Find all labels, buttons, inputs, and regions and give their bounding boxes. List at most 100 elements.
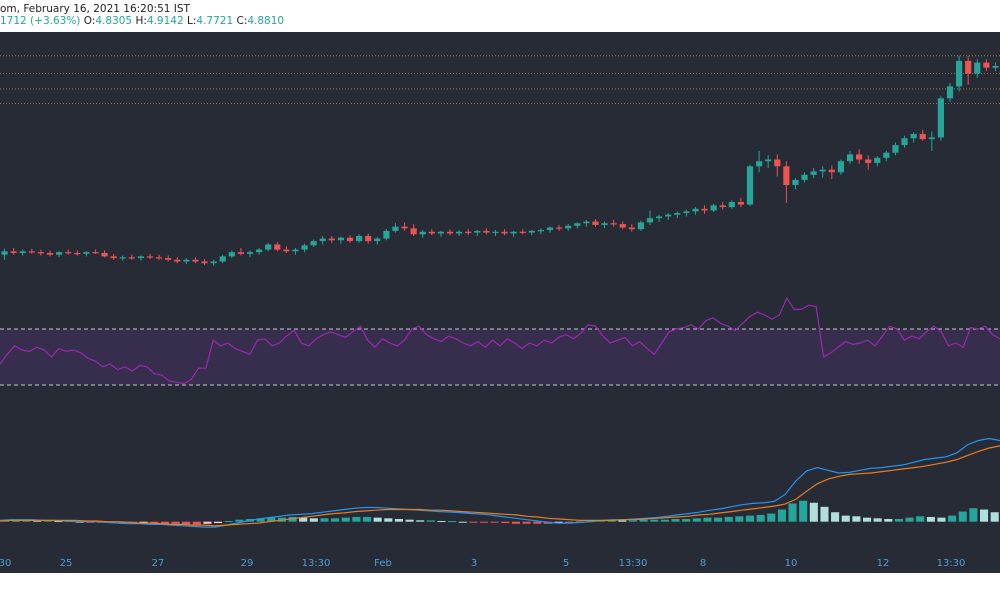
candle-body	[356, 236, 363, 242]
macd-histogram-bar	[820, 506, 829, 522]
macd-histogram-bar	[767, 513, 776, 522]
rsi-band	[0, 329, 1000, 385]
macd-histogram-bar	[501, 521, 510, 524]
candle-body	[719, 205, 726, 208]
x-tick-label: 3	[471, 558, 477, 569]
macd-histogram-bar	[554, 521, 563, 524]
macd-histogram-bar	[331, 518, 340, 522]
ohlc-readout: om, February 16, 2021 16:20:51 IST 1712 …	[0, 3, 284, 27]
candle-body	[419, 231, 426, 235]
candle-body	[19, 251, 26, 253]
macd-histogram-bar	[682, 519, 691, 522]
signal-line	[0, 445, 1000, 527]
candle-body	[992, 66, 999, 68]
macd-histogram-bar	[745, 515, 755, 522]
x-tick-label: 10	[785, 558, 798, 569]
candle-body	[1, 251, 8, 255]
chart-footer	[0, 573, 1000, 600]
macd-histogram-bar	[214, 521, 223, 524]
macd-histogram-bar	[33, 520, 42, 522]
candle-body	[346, 237, 354, 242]
candle-body	[537, 230, 544, 232]
trading-chart[interactable]: 30 25 27 29 13:30 Feb 3 5 13:30 8 10 12 13:30	[0, 32, 1000, 573]
candle-body	[292, 249, 299, 252]
macd-histogram-bar	[224, 521, 233, 523]
candle-body	[174, 259, 181, 262]
symbol-timestamp: om, February 16, 2021 16:20:51 IST	[0, 3, 190, 15]
candle-body	[710, 205, 717, 211]
rsi-line	[0, 296, 1000, 385]
candle-body	[856, 154, 863, 160]
candle-body	[101, 253, 108, 257]
candle-body	[610, 223, 617, 225]
rsi-panel	[0, 296, 1000, 386]
candle-body	[828, 169, 835, 173]
candle-body	[646, 218, 654, 223]
candle-body	[228, 252, 235, 257]
macd-histogram-bar	[192, 521, 201, 525]
macd-histogram-bar	[692, 518, 701, 522]
macd-histogram-bar	[160, 521, 169, 524]
candle-body	[746, 166, 754, 205]
macd-histogram-bar	[799, 500, 808, 522]
candle-body	[110, 256, 117, 259]
macd-histogram-bar	[831, 512, 840, 522]
candle-body	[192, 259, 199, 262]
candle-body	[119, 257, 126, 259]
candle-body	[310, 241, 317, 246]
candle-body	[256, 249, 263, 253]
candle-body	[928, 137, 935, 140]
x-tick-label: 13:30	[937, 558, 966, 569]
macd-histogram-bar	[458, 521, 467, 523]
candle-body	[446, 231, 454, 234]
macd-histogram-bar	[714, 517, 723, 522]
x-tick-label: 8	[700, 558, 706, 569]
candle-body	[156, 257, 163, 259]
candle-body	[628, 227, 635, 230]
macd-panel	[0, 437, 1000, 528]
candle-body	[74, 253, 81, 255]
candle-body	[374, 238, 381, 242]
macd-histogram-bar	[150, 521, 159, 524]
macd-histogram-bar	[490, 521, 499, 523]
macd-histogram-bar	[480, 521, 489, 523]
candle-body	[401, 226, 408, 229]
x-tick-label: 27	[152, 558, 165, 569]
candle-body	[46, 253, 54, 255]
candle-body	[546, 227, 554, 231]
candle-body	[910, 134, 917, 139]
macd-histogram-bar	[735, 516, 744, 522]
candle-body	[65, 252, 72, 254]
macd-histogram-bar	[905, 517, 914, 522]
macd-histogram-bar	[373, 517, 382, 522]
macd-histogram-bar	[362, 516, 372, 522]
close-value: 4.8810	[247, 15, 285, 27]
macd-histogram-bar	[171, 521, 180, 524]
close-label: C:	[236, 15, 248, 27]
macd-histogram-bar	[756, 514, 765, 522]
candle-body	[637, 222, 644, 230]
x-tick-label: 25	[60, 558, 73, 569]
candle-body	[574, 223, 581, 226]
macd-histogram-bar	[703, 517, 712, 522]
candle-body	[337, 237, 344, 241]
candle-body	[437, 231, 444, 234]
macd-histogram-bar	[43, 520, 52, 522]
candle-body	[765, 159, 772, 162]
candle-body	[528, 230, 535, 233]
macd-histogram-bar	[352, 516, 361, 522]
macd-line	[0, 437, 1000, 528]
candle-body	[592, 221, 599, 225]
macd-histogram-bar	[533, 521, 542, 524]
macd-histogram-bar	[139, 521, 148, 524]
candle-body	[465, 231, 472, 233]
candle-body	[983, 62, 990, 68]
candle-body	[737, 202, 744, 205]
x-tick-label: 29	[241, 558, 254, 569]
candle-body	[265, 244, 272, 250]
candle-body	[483, 230, 490, 233]
x-tick-label: 5	[563, 558, 569, 569]
candle-body	[128, 257, 135, 259]
candle-body	[819, 169, 826, 172]
macd-histogram-bar	[416, 520, 425, 522]
